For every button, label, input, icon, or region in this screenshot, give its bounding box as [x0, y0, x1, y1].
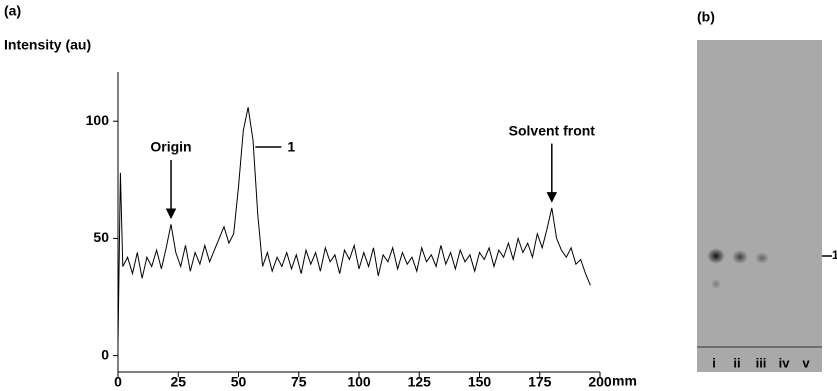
panel-label: (a)	[4, 3, 21, 19]
tlc-plate: 1	[697, 40, 837, 372]
y-tick-label: 0	[101, 346, 109, 362]
band-label: 1	[832, 248, 837, 262]
annotation: Origin	[150, 139, 191, 155]
spot	[707, 248, 725, 264]
lane-label: i	[712, 355, 716, 370]
lane-label: iv	[779, 355, 791, 370]
x-tick-label: 0	[114, 374, 122, 390]
y-tick-label: 50	[93, 229, 109, 245]
x-tick-label: 175	[528, 374, 552, 390]
spot	[732, 250, 748, 264]
x-tick-label: 150	[468, 374, 492, 390]
x-tick-label: 25	[170, 374, 186, 390]
annotation: 1	[287, 139, 295, 155]
x-tick-label: 125	[408, 374, 432, 390]
annotation: Solvent front	[509, 122, 596, 138]
lane-label: v	[802, 355, 810, 370]
spot	[711, 279, 721, 289]
x-tick-label: 100	[347, 374, 371, 390]
lane-label: iii	[756, 355, 767, 370]
y-axis-label: Intensity (au)	[4, 37, 91, 53]
panel-label: (b)	[697, 9, 715, 25]
spot	[755, 252, 769, 264]
plate	[697, 40, 822, 372]
x-axis-label: mm	[612, 373, 637, 389]
x-tick-label: 50	[231, 374, 247, 390]
figure: (a) Intensity (au) mm (b) 1 0 50 100 0 25 50 7…	[0, 0, 837, 391]
x-tick-label: 200	[588, 374, 612, 390]
lane-label: ii	[733, 355, 740, 370]
x-tick-label: 75	[291, 374, 307, 390]
y-tick-label: 100	[86, 112, 110, 128]
